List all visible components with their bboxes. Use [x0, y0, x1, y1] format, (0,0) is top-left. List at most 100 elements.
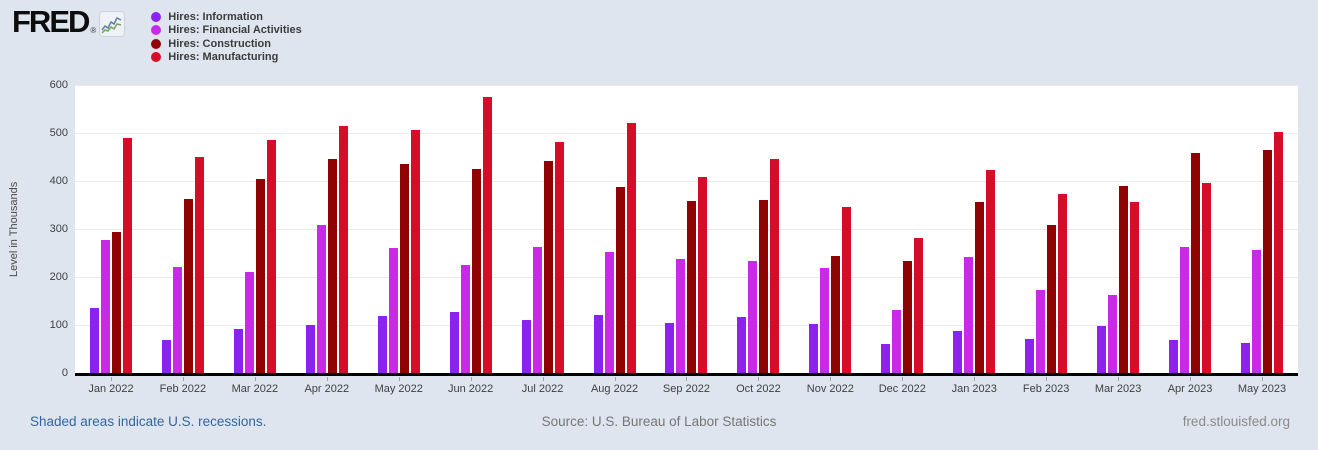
- legend-label: Hires: Construction: [168, 37, 271, 50]
- bar[interactable]: [748, 260, 758, 373]
- legend-item-construction[interactable]: Hires: Construction: [151, 37, 301, 51]
- bar[interactable]: [1180, 247, 1190, 373]
- bar[interactable]: [770, 159, 780, 373]
- bar[interactable]: [1036, 289, 1046, 373]
- bar[interactable]: [831, 256, 841, 373]
- recessions-note-link[interactable]: Shaded areas indicate U.S. recessions.: [30, 414, 267, 429]
- bar[interactable]: [820, 268, 830, 373]
- bar[interactable]: [687, 201, 697, 373]
- construction-series-dot-icon: [151, 38, 162, 49]
- bar[interactable]: [759, 199, 769, 373]
- bar[interactable]: [1251, 249, 1261, 373]
- bar[interactable]: [161, 340, 171, 373]
- bar[interactable]: [914, 238, 924, 373]
- x-tick-label-jan-2023: Jan 2023: [938, 376, 1010, 395]
- bar[interactable]: [842, 207, 852, 373]
- site-link[interactable]: fred.stlouisfed.org: [1182, 414, 1290, 429]
- bar[interactable]: [881, 344, 891, 373]
- bar[interactable]: [305, 325, 315, 373]
- x-tick-label-may-2023: May 2023: [1226, 376, 1298, 395]
- x-tick-label-apr-2023: Apr 2023: [1154, 376, 1226, 395]
- bar[interactable]: [1262, 150, 1272, 373]
- bar-group-mar-2023: [1082, 85, 1154, 373]
- bar[interactable]: [1202, 182, 1212, 373]
- bar[interactable]: [1097, 326, 1107, 373]
- bar[interactable]: [521, 320, 531, 373]
- bar[interactable]: [554, 141, 564, 373]
- bar[interactable]: [388, 248, 398, 373]
- bar[interactable]: [809, 324, 819, 373]
- x-tick-label-sep-2022: Sep 2022: [651, 376, 723, 395]
- bar[interactable]: [172, 267, 182, 373]
- bar[interactable]: [737, 316, 747, 373]
- bar[interactable]: [460, 265, 470, 373]
- bar[interactable]: [327, 158, 337, 373]
- bar[interactable]: [543, 161, 553, 373]
- x-tick-text: May 2023: [1237, 383, 1287, 395]
- gridline-200: [75, 277, 1298, 279]
- bar[interactable]: [676, 259, 686, 373]
- x-tick-mark: [1190, 377, 1192, 381]
- x-tick-text: Jan 2023: [951, 383, 997, 395]
- bar[interactable]: [244, 272, 254, 373]
- plot-area[interactable]: [75, 85, 1298, 376]
- bar[interactable]: [482, 97, 492, 373]
- bar[interactable]: [471, 168, 481, 373]
- bar[interactable]: [1047, 224, 1057, 373]
- bar[interactable]: [986, 169, 996, 373]
- x-tick-label-nov-2022: Nov 2022: [794, 376, 866, 395]
- x-tick-text: Nov 2022: [806, 383, 854, 395]
- bar[interactable]: [964, 257, 974, 373]
- bar[interactable]: [698, 177, 708, 373]
- x-tick-mark: [1261, 377, 1263, 381]
- bar[interactable]: [1273, 132, 1283, 373]
- bar[interactable]: [593, 315, 603, 373]
- legend-item-manufacturing[interactable]: Hires: Manufacturing: [151, 51, 301, 65]
- bar[interactable]: [1119, 186, 1129, 373]
- gridline-600: [75, 85, 1298, 86]
- bar[interactable]: [1108, 294, 1118, 373]
- bar[interactable]: [410, 129, 420, 373]
- bar[interactable]: [1169, 340, 1179, 373]
- y-tick-label-400: 400: [49, 175, 68, 188]
- bar[interactable]: [122, 137, 132, 373]
- bar[interactable]: [615, 187, 625, 373]
- legend-item-information[interactable]: Hires: Information: [151, 10, 301, 24]
- x-tick-label-jan-2022: Jan 2022: [75, 376, 147, 395]
- bar[interactable]: [975, 201, 985, 373]
- bar[interactable]: [532, 247, 542, 373]
- bar[interactable]: [100, 239, 110, 373]
- bar[interactable]: [316, 225, 326, 373]
- bar[interactable]: [1240, 343, 1250, 373]
- bar[interactable]: [1058, 194, 1068, 373]
- fred-logo[interactable]: FRED ®: [12, 6, 126, 37]
- bar[interactable]: [233, 328, 243, 373]
- bar[interactable]: [266, 139, 276, 373]
- registered-mark: ®: [90, 26, 97, 35]
- gridline-500: [75, 133, 1298, 134]
- information-series-dot-icon: [151, 11, 162, 22]
- bar[interactable]: [665, 323, 675, 373]
- bar[interactable]: [399, 164, 409, 373]
- bar[interactable]: [953, 331, 963, 373]
- bar[interactable]: [377, 315, 387, 373]
- bar[interactable]: [183, 198, 193, 373]
- y-tick-label-200: 200: [49, 271, 68, 284]
- bar[interactable]: [604, 251, 614, 373]
- bar[interactable]: [1191, 152, 1201, 373]
- bar[interactable]: [903, 261, 913, 373]
- bar[interactable]: [1025, 338, 1035, 373]
- bar[interactable]: [1130, 202, 1140, 373]
- bar[interactable]: [255, 178, 265, 373]
- bar[interactable]: [892, 310, 902, 373]
- bar[interactable]: [111, 231, 121, 373]
- bar-group-mar-2022: [219, 85, 291, 373]
- bar[interactable]: [338, 126, 348, 373]
- bar[interactable]: [194, 156, 204, 373]
- bar[interactable]: [626, 122, 636, 373]
- legend-item-financial-activities[interactable]: Hires: Financial Activities: [151, 24, 302, 38]
- bar[interactable]: [89, 307, 99, 373]
- manufacturing-series-dot-icon: [151, 52, 162, 63]
- bar[interactable]: [449, 311, 459, 373]
